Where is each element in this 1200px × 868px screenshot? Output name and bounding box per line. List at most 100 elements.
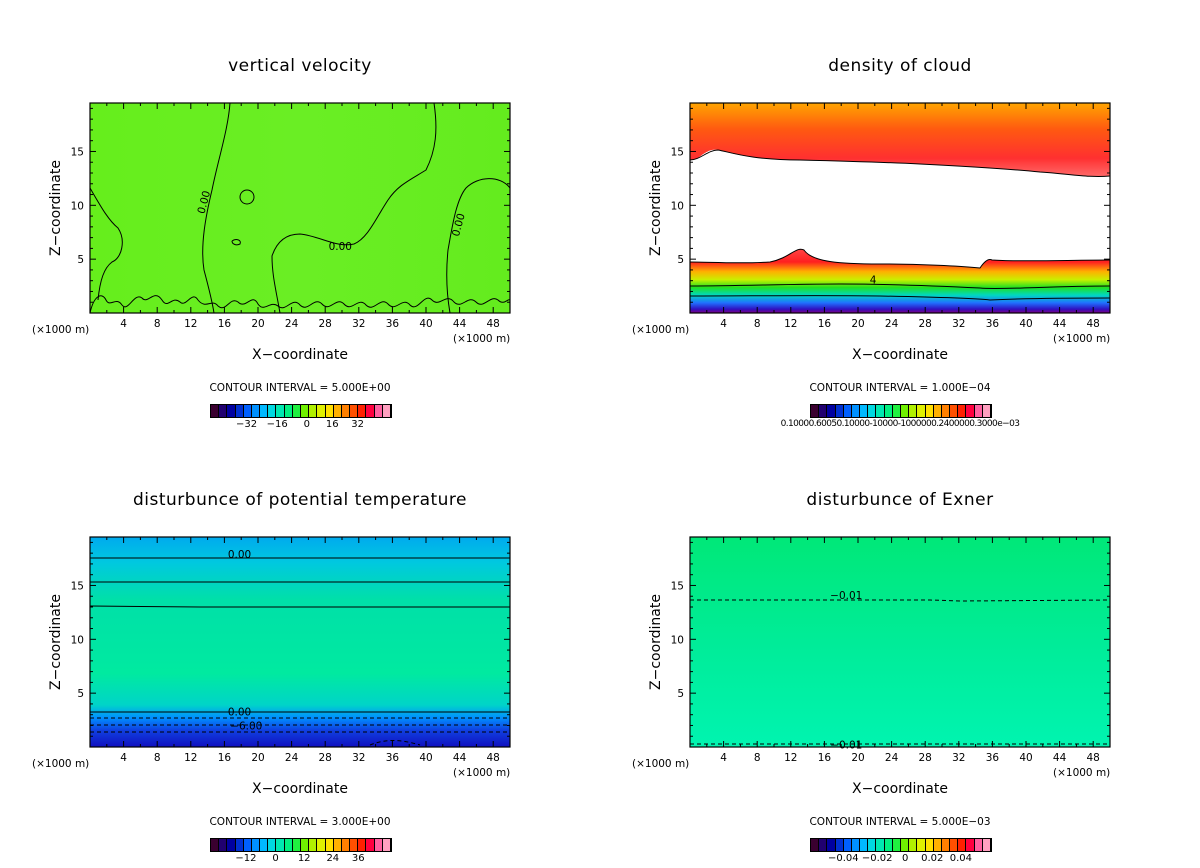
colorbar-cell [292,405,301,417]
chart-exner: 4 8 12 16 20 24 28 32 36 40 44 48 5 10 15 −0.01 −0.01 d… [600,434,1200,868]
colorbar-cell [876,405,885,417]
colorbar-cell [382,405,391,417]
colorbar-cell [317,405,326,417]
colorbar-cell [276,839,285,851]
colorbar-cell [909,839,918,851]
contour-label: −0.01 [830,590,862,602]
colorbar-cell [851,839,861,851]
x-tick-label: 28 [919,752,932,764]
axes-frame [689,536,1111,748]
x-tick-label: 24 [885,752,899,764]
y-axis-label: Z−coordinate [648,160,664,256]
colorbar-cell [827,405,836,417]
chart-title: disturbunce of potential temperature [132,490,468,510]
colorbar-cell [974,839,983,851]
colorbar-cell [876,839,885,851]
y-tick-label: 15 [71,580,84,592]
colorbar-cell [260,839,269,851]
x-tick-label: 32 [952,752,965,764]
colorbar-cell [917,405,926,417]
colorbar-cell [243,405,252,417]
x-tick-label: 16 [818,752,832,764]
colorbar-cell [235,405,244,417]
x-tick-label: 8 [754,318,761,330]
axes-frame [89,536,511,748]
x-tick-label: 20 [851,318,864,330]
colorbar-cell [933,839,942,851]
field-fill [690,537,1110,747]
colorbar-cell [219,405,228,417]
x-tick-label: 8 [154,752,161,764]
colorbar-cell [892,839,901,851]
colorbar-cell [235,839,244,851]
colorbar-cell [341,839,351,851]
contour-label: 0.00 [196,189,214,215]
x-tick-label: 32 [952,318,965,330]
y-tick-label: 10 [671,200,684,212]
chart-vertical-velocity: 4 8 12 16 20 24 28 32 36 40 44 48 5 10 15 0.00 0.00 0.00… [0,0,600,434]
x-tick-label: 36 [986,318,1000,330]
chart-title: vertical velocity [228,56,372,76]
contour-label-layer: 4 [870,275,877,287]
x-unit-right: (×1000 m) [453,767,511,779]
y-tick-label: 5 [77,254,84,266]
colorbar-cell [333,839,342,851]
colorbar-cell [933,405,942,417]
colorbar-cell [309,839,318,851]
y-tick-label: 15 [671,146,684,158]
x-tick-label: 28 [319,752,332,764]
x-tick-label: 8 [754,752,761,764]
y-tick-label: 10 [71,634,84,646]
colorbar-cell [366,839,375,851]
contour-label-layer: 0.00 0.00 −6.00 [228,549,263,732]
colorbar-cell [309,405,318,417]
colorbar-cell [884,405,893,417]
colorbar-cell [835,405,844,417]
colorbar-cell [860,839,869,851]
colorbar-cell [982,839,991,851]
colorbar-cell [350,839,359,851]
colorbar-cell [292,839,301,851]
axes-frame [89,102,511,314]
colorbar-ticks: −0.04 −0.02 0 0.02 0.04 [828,853,972,864]
contour-lines [689,149,1111,301]
contour-interval: CONTOUR INTERVAL = 5.000E+00 [209,382,391,394]
x-tick-label: 48 [487,318,500,330]
x-unit-left: (×1000 m) [32,324,90,336]
contour-lines [89,102,511,314]
colorbar-cell [227,839,236,851]
field-fill [90,103,510,313]
x-tick-label: 40 [1019,318,1032,330]
x-axis-label: X−coordinate [852,347,948,363]
colorbar-cell [966,839,975,851]
y-axis-label: Z−coordinate [648,594,664,690]
colorbar-cell [909,405,918,417]
colorbar-cell [811,839,820,851]
x-tick-label: 32 [352,318,365,330]
colorbar-cell [374,839,383,851]
colorbar-cell [251,839,261,851]
colorbar-cell [925,839,934,851]
colorbar-cell [958,405,967,417]
contour-label: −0.01 [830,739,862,751]
colorbar-cell [382,839,391,851]
x-tick-label: 32 [352,752,365,764]
x-tick-label: 44 [453,752,467,764]
axes-frame [689,102,1111,314]
colorbar-cell [974,405,983,417]
contour-label: 0.00 [450,212,468,238]
x-tick-label: 4 [120,318,127,330]
y-tick-label: 10 [71,200,84,212]
x-tick-label: 36 [386,752,400,764]
colorbar-cell [211,405,220,417]
x-tick-label: 20 [851,752,864,764]
x-tick-label: 4 [720,318,727,330]
colorbar-cell [851,405,861,417]
colorbar-cell [350,405,359,417]
